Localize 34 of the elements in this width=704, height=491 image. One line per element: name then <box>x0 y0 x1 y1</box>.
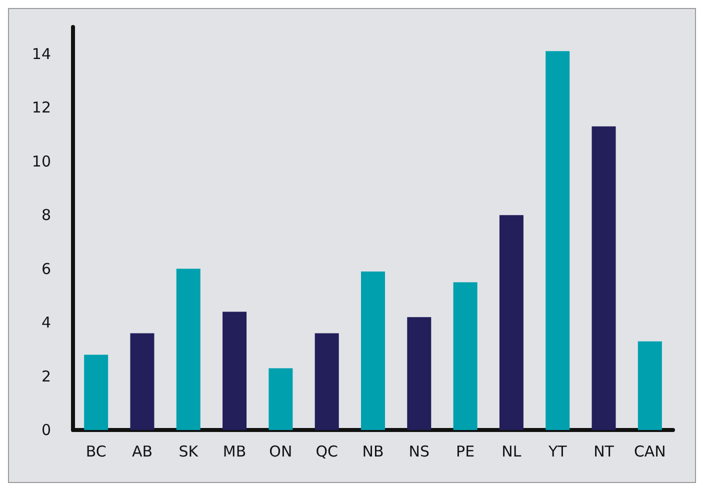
bar <box>176 268 200 430</box>
x-tick-label: ON <box>269 442 292 460</box>
bar <box>499 215 524 430</box>
y-tick-label: 6 <box>41 260 51 278</box>
x-tick-label: MB <box>222 442 246 460</box>
x-tick-label: NL <box>502 442 522 460</box>
x-tick-label: QC <box>316 442 338 460</box>
y-tick-label: 0 <box>41 421 51 439</box>
bar <box>84 354 108 430</box>
x-tick-label: BC <box>86 442 106 460</box>
bar <box>407 317 432 430</box>
x-tick-label: NB <box>362 442 384 460</box>
bar <box>592 126 616 430</box>
x-tick-label: NT <box>594 442 615 460</box>
y-tick-label: 14 <box>32 44 51 63</box>
bar <box>268 368 293 430</box>
bar <box>453 282 478 430</box>
x-tick-label: SK <box>178 442 200 460</box>
x-tick-label: CAN <box>634 442 666 460</box>
y-tick-label: 12 <box>32 98 51 117</box>
x-tick-label: YT <box>547 442 568 460</box>
x-tick-label: AB <box>132 442 153 460</box>
bar <box>222 312 247 430</box>
x-tick-label: PE <box>456 442 475 460</box>
bar <box>314 333 339 430</box>
bar <box>638 341 662 430</box>
y-tick-label: 8 <box>41 206 51 224</box>
y-tick-label: 4 <box>41 314 51 332</box>
bar <box>361 271 385 430</box>
bar <box>130 333 154 430</box>
x-tick-label: NS <box>408 442 430 460</box>
y-tick-label: 2 <box>41 367 51 386</box>
y-tick-label: 10 <box>32 152 51 170</box>
bar <box>546 51 570 430</box>
